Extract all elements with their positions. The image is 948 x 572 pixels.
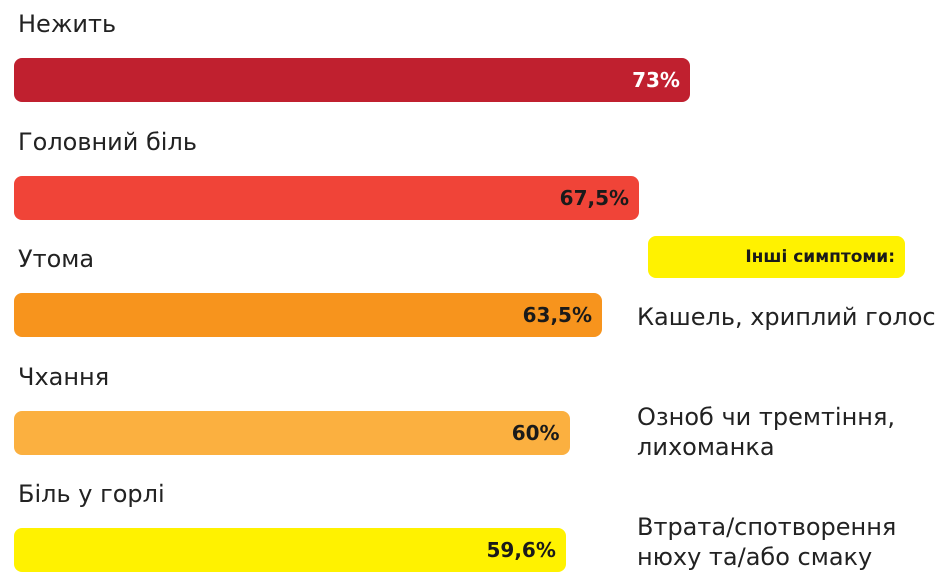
side-title: Інші симптоми:	[745, 247, 895, 267]
bar: 67,5%	[14, 175, 640, 220]
side-item: Озноб чи тремтіння, лихоманка	[637, 403, 896, 461]
bar: 60%	[14, 410, 570, 455]
side-item: Втрата/спотворення нюху та/або смаку	[637, 513, 897, 571]
category-label: Біль у горлі	[18, 480, 165, 508]
category-label: Чхання	[18, 362, 110, 391]
bar: 59,6%	[14, 528, 566, 572]
value-label: 67,5%	[559, 185, 630, 210]
category-label: Утома	[18, 245, 95, 273]
side-item: Кашель, хриплий голос	[637, 303, 936, 331]
value-label: 63,5%	[522, 303, 592, 327]
value-label: 73%	[632, 68, 680, 92]
bar: 73%	[14, 58, 690, 102]
category-label: Головний біль	[18, 127, 197, 156]
side-badge: Інші симптоми:	[648, 236, 905, 278]
value-label: 60%	[511, 420, 560, 445]
category-label: Нежить	[18, 10, 117, 38]
value-label: 59,6%	[486, 538, 556, 562]
bar: 63,5%	[14, 293, 602, 337]
